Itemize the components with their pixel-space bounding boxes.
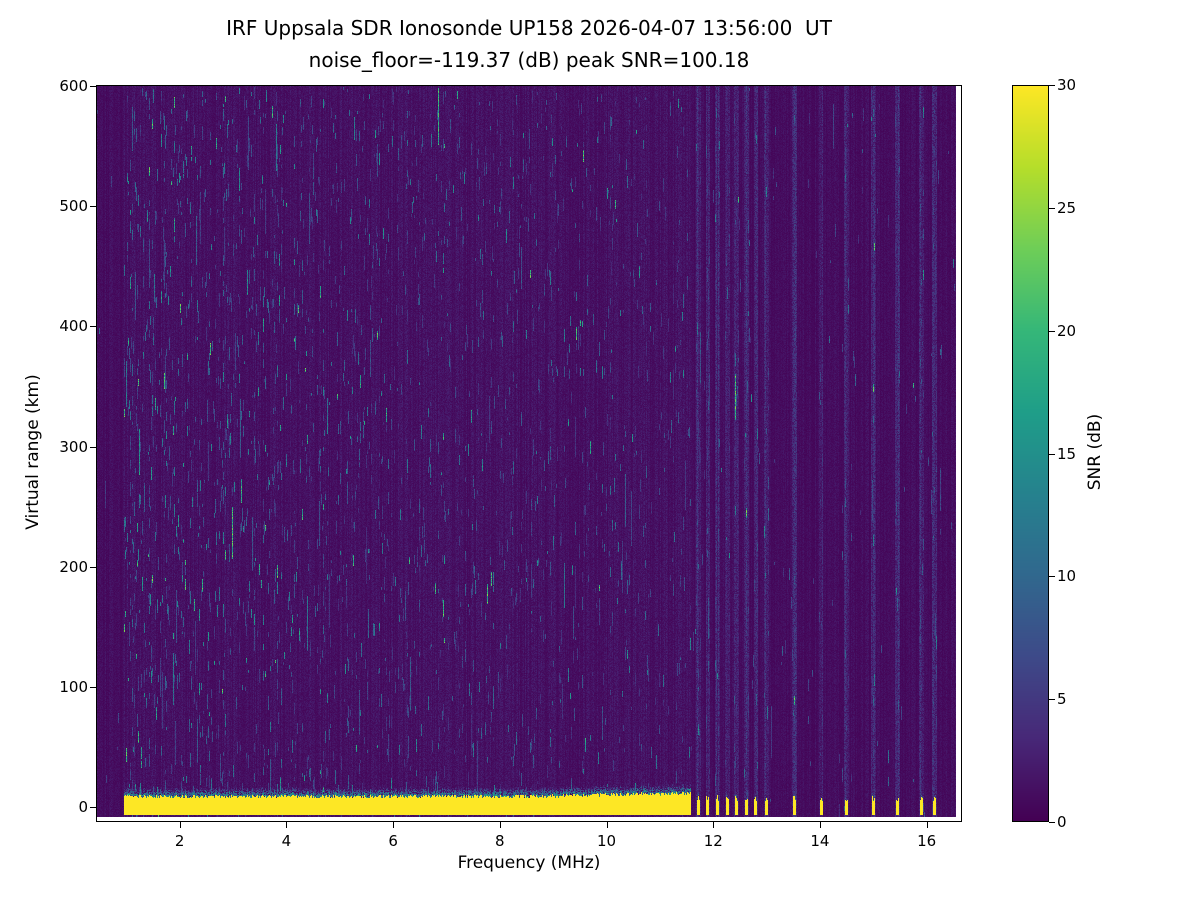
y-tick-label: 600	[59, 77, 88, 95]
x-tick-label: 2	[174, 832, 185, 850]
x-tick	[499, 822, 501, 828]
x-tick	[819, 822, 821, 828]
x-tick	[179, 822, 181, 828]
colorbar-tick-label: 20	[1057, 321, 1077, 340]
colorbar-tick	[1049, 85, 1055, 86]
x-tick-label: 12	[703, 832, 723, 850]
y-tick	[90, 206, 96, 208]
colorbar-tick	[1049, 576, 1055, 578]
colorbar-tick-label: 0	[1057, 813, 1067, 831]
x-tick-label: 6	[388, 832, 398, 850]
y-tick-label: 500	[59, 197, 88, 216]
colorbar-label: SNR (dB)	[1085, 413, 1105, 491]
y-tick-label: 300	[59, 437, 88, 456]
colorbar-tick-label: 30	[1057, 76, 1077, 94]
colorbar-tick-label: 25	[1057, 198, 1077, 217]
ionogram-heatmap-canvas	[97, 86, 956, 817]
x-tick	[286, 822, 288, 828]
colorbar-tick	[1049, 207, 1055, 209]
x-tick-label: 10	[596, 832, 617, 850]
colorbar-tick	[1049, 699, 1055, 701]
colorbar-tick	[1049, 453, 1055, 455]
x-tick	[606, 822, 608, 828]
colorbar-tick	[1049, 822, 1055, 823]
plot-frame	[96, 85, 962, 822]
colorbar-tick	[1049, 330, 1055, 332]
y-tick-label: 100	[59, 678, 88, 697]
colorbar-tick-label: 5	[1057, 690, 1067, 709]
colorbar-gradient	[1013, 86, 1048, 821]
x-tick	[393, 822, 395, 828]
x-axis-label: Frequency (MHz)	[457, 853, 601, 873]
x-tick	[713, 822, 715, 828]
colorbar-tick-label: 10	[1057, 567, 1077, 586]
x-tick-label: 8	[495, 832, 505, 850]
chart-subtitle: noise_floor=-119.37 (dB) peak SNR=100.18	[308, 48, 750, 72]
y-tick	[90, 326, 96, 328]
x-tick-label: 4	[281, 832, 292, 850]
y-tick-label: 200	[59, 557, 88, 576]
y-tick-label: 0	[78, 798, 88, 817]
colorbar	[1012, 85, 1049, 822]
y-tick	[90, 807, 96, 809]
y-tick	[90, 566, 96, 568]
x-tick-label: 16	[917, 832, 937, 850]
x-tick	[926, 822, 928, 828]
x-tick-label: 14	[810, 832, 830, 850]
colorbar-tick-label: 15	[1057, 444, 1077, 463]
y-tick	[90, 687, 96, 689]
y-tick	[90, 86, 96, 87]
y-tick-label: 400	[59, 317, 88, 336]
y-tick	[90, 446, 96, 448]
chart-title: IRF Uppsala SDR Ionosonde UP158 2026-04-…	[226, 16, 832, 40]
